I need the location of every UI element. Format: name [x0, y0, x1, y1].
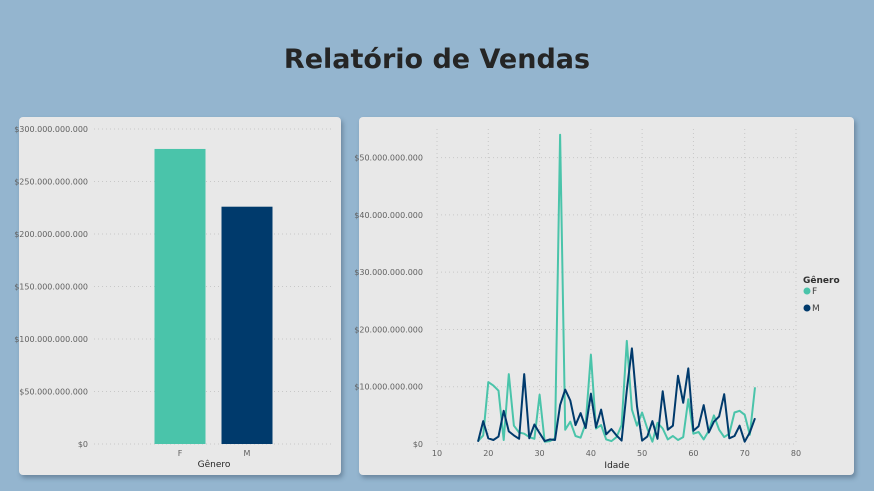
y-tick-label: $50.000.000.000 [354, 154, 423, 163]
bar-chart-card: $0 $50.000.000.000 $100.000.000.000 $150.00… [14, 117, 341, 475]
x-axis-title: Idade [604, 461, 630, 471]
x-axis-title: Gênero [198, 459, 231, 470]
x-tick-label: 80 [791, 449, 801, 458]
y-tick-label: $150.000.000.000 [14, 283, 88, 292]
x-tick-label: 20 [483, 449, 493, 458]
y-tick-label: $10.000.000.000 [354, 383, 423, 392]
y-tick-label: $200.000.000.000 [14, 230, 88, 239]
y-tick-label: $250.000.000.000 [14, 178, 88, 187]
series-line-M [477, 347, 756, 443]
bar-F [154, 148, 206, 444]
x-tick-label: F [178, 449, 183, 458]
x-tick-label: 50 [637, 449, 647, 458]
bar-M [221, 206, 273, 444]
series-line-F [477, 133, 756, 443]
legend-title: Gênero [803, 275, 840, 286]
y-tick-label: $100.000.000.000 [14, 335, 88, 344]
y-tick-label: $20.000.000.000 [354, 325, 423, 334]
legend-label-F: F [812, 287, 817, 297]
x-tick-label: 70 [740, 449, 750, 458]
page-title: Relatório de Vendas [283, 44, 591, 75]
line-chart-card: $0 $10.000.000.000 $20.000.000.000 $30.000.… [354, 117, 854, 475]
y-tick-label: $40.000.000.000 [354, 211, 423, 220]
legend-marker-F [803, 287, 811, 295]
legend-marker-M [803, 304, 811, 312]
x-tick-label: 10 [432, 449, 442, 458]
y-tick-label: $50.000.000.000 [19, 388, 88, 397]
x-tick-label: M [244, 449, 251, 458]
y-tick-label: $0 [78, 440, 88, 449]
bar-chart: $0 $50.000.000.000 $100.000.000.000 $150.00… [14, 125, 334, 470]
x-tick-label: 40 [586, 449, 596, 458]
x-tick-label: 60 [688, 449, 698, 458]
y-tick-label: $30.000.000.000 [354, 268, 423, 277]
legend-label-M: M [812, 304, 820, 314]
x-tick-label: 30 [534, 449, 544, 458]
line-chart: $0 $10.000.000.000 $20.000.000.000 $30.000.… [354, 129, 840, 471]
y-tick-label: $300.000.000.000 [14, 125, 88, 134]
y-tick-label: $0 [413, 440, 423, 449]
